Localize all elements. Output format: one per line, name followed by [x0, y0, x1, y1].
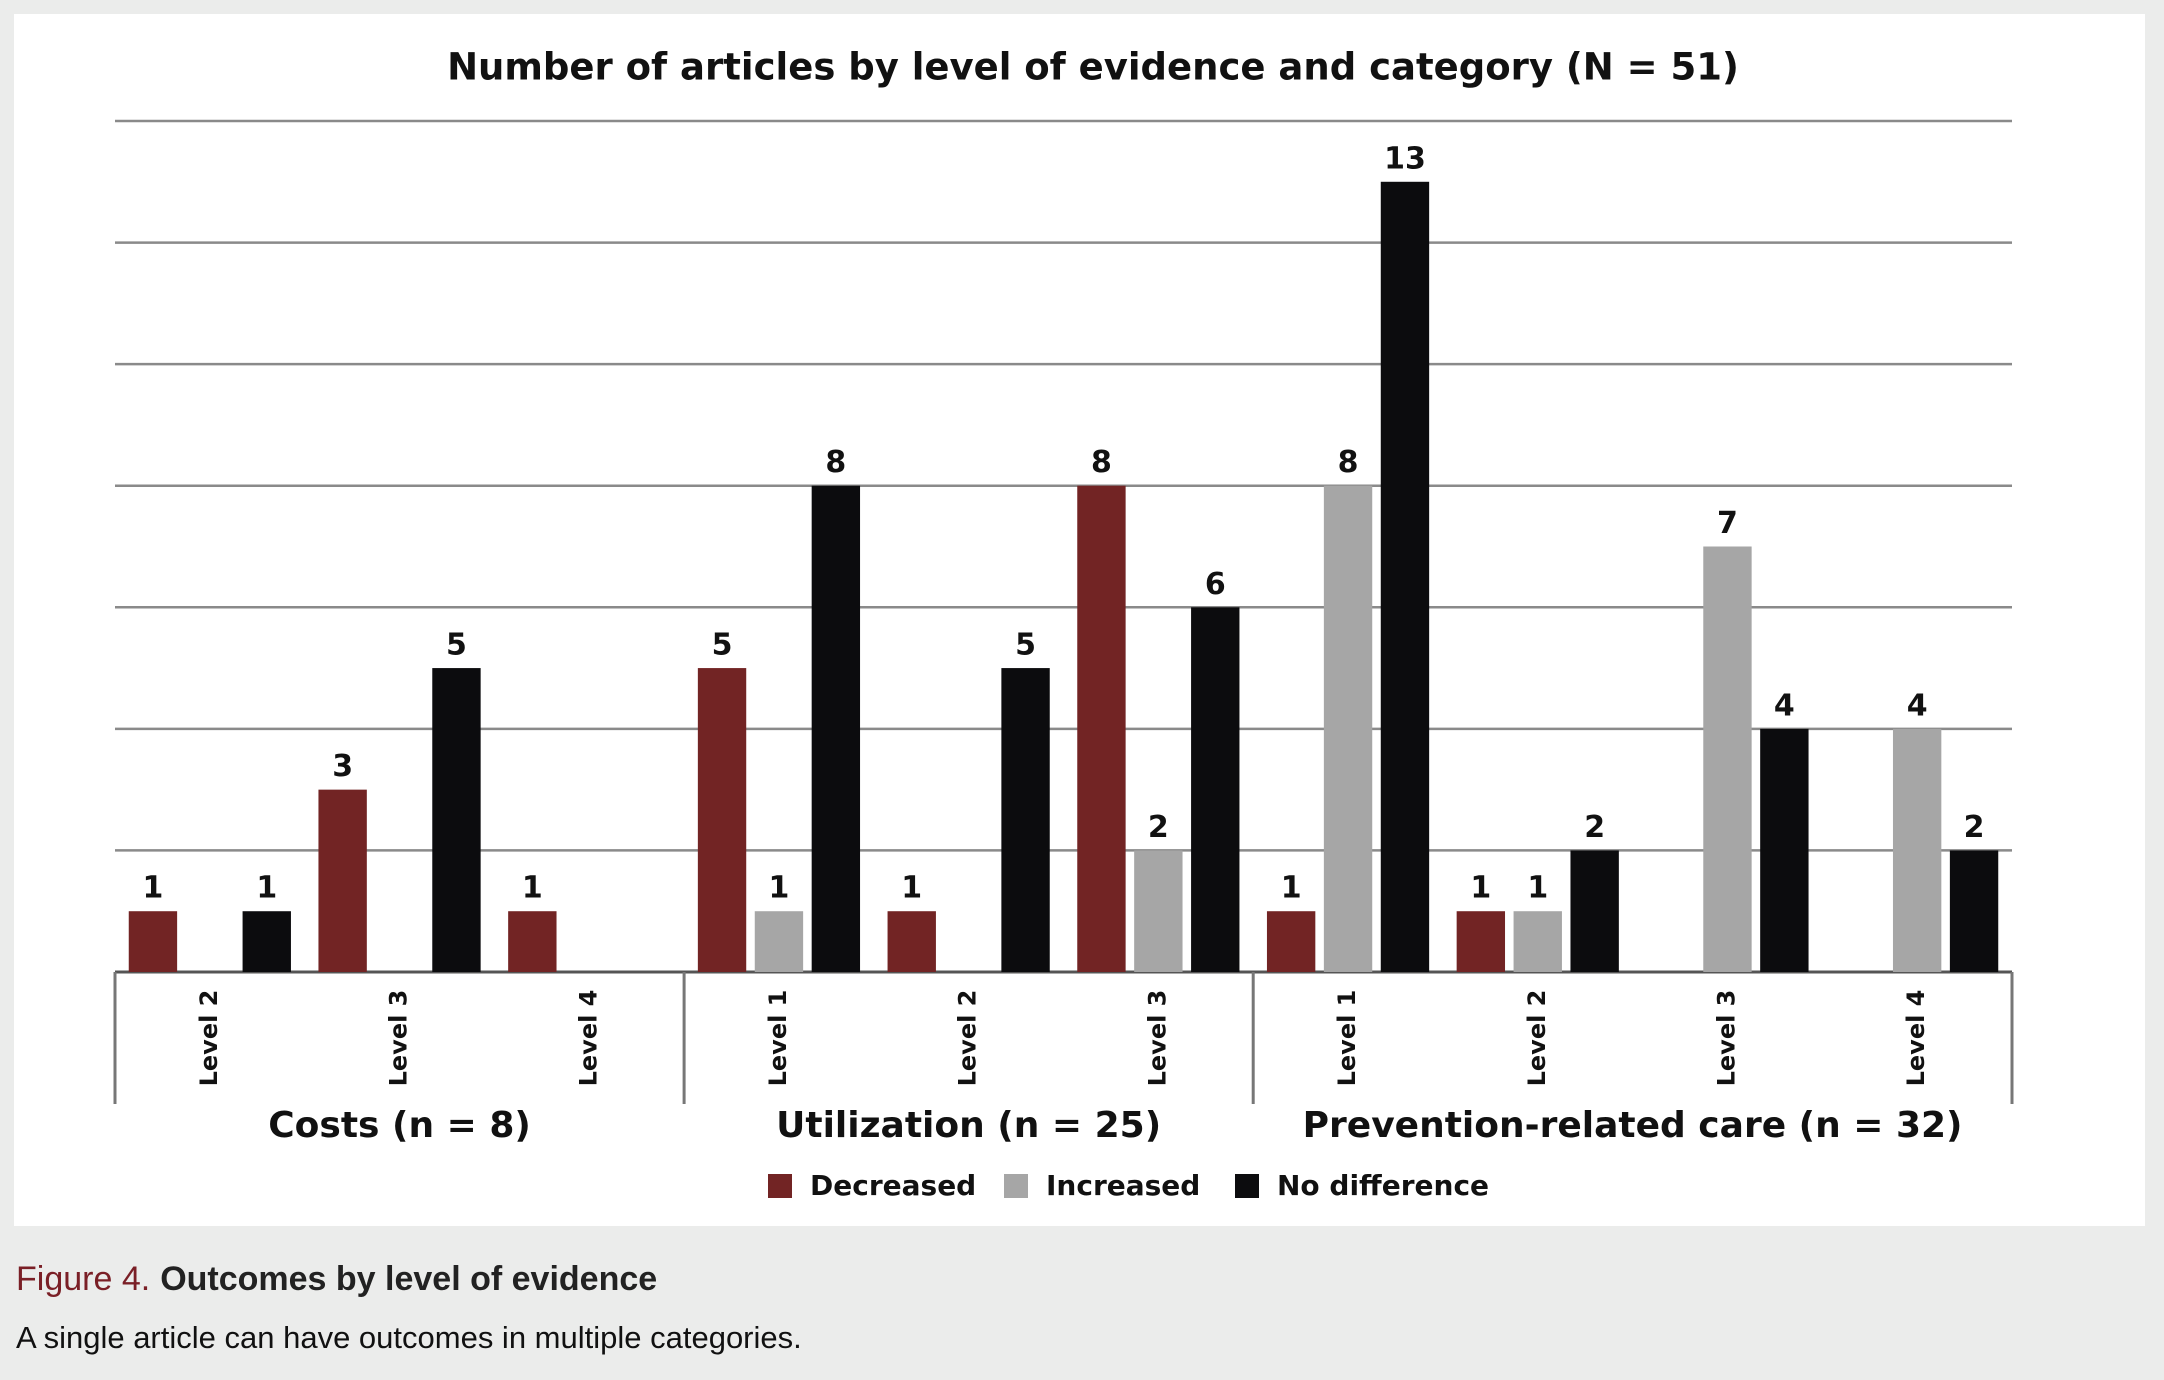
group-label: Costs (n = 8): [268, 1105, 531, 1146]
x-tick-label: Level 2: [195, 990, 223, 1087]
x-tick-label: Level 2: [954, 990, 982, 1087]
bar: [1760, 728, 1809, 972]
value-label: 6: [1205, 567, 1226, 602]
x-tick-label: Level 1: [1333, 990, 1361, 1087]
legend-swatch: [768, 1174, 792, 1198]
bar: [242, 911, 291, 972]
bar: [887, 911, 936, 972]
figure-caption: Figure 4. Outcomes by level of evidence: [16, 1260, 657, 1298]
value-label: 4: [1774, 688, 1795, 723]
bar: [811, 485, 861, 972]
chart-title: Number of articles by level of evidence …: [447, 46, 1739, 89]
x-tick-label: Level 3: [1712, 990, 1740, 1087]
bar: [432, 668, 481, 972]
bar: [1323, 485, 1373, 972]
bar: [508, 911, 557, 972]
legend-label: Decreased: [810, 1169, 976, 1202]
bar: [1134, 850, 1183, 972]
value-label: 13: [1384, 141, 1426, 176]
value-label: 8: [1338, 445, 1359, 480]
bar: [1703, 546, 1752, 972]
figure-note: A single article can have outcomes in mu…: [16, 1320, 802, 1355]
value-label: 7: [1717, 506, 1738, 541]
group-label: Utilization (n = 25): [776, 1105, 1161, 1146]
x-tick-label: Level 4: [1902, 990, 1930, 1087]
x-tick-label: Level 3: [1143, 990, 1171, 1087]
legend-label: No difference: [1277, 1169, 1489, 1202]
value-label: 8: [825, 445, 846, 480]
value-label: 1: [143, 871, 164, 906]
legend-swatch: [1235, 1174, 1259, 1198]
value-label: 2: [1148, 810, 1169, 845]
bar: [1380, 181, 1430, 973]
bar: [318, 789, 367, 972]
bar: [1077, 485, 1126, 972]
bar: [128, 911, 178, 972]
bar: [1191, 607, 1240, 972]
bar: [1892, 728, 1942, 972]
bar: [754, 911, 804, 972]
bar: [1001, 668, 1050, 972]
legend-swatch: [1004, 1174, 1028, 1198]
value-label: 1: [256, 871, 277, 906]
value-label: 1: [522, 871, 543, 906]
value-label: 2: [1964, 810, 1985, 845]
x-tick-label: Level 4: [574, 990, 602, 1087]
group-label: Prevention-related care (n = 32): [1303, 1105, 1963, 1146]
value-label: 5: [712, 628, 733, 663]
bar: [1570, 850, 1619, 972]
bar: [1513, 911, 1562, 972]
bar: [697, 668, 747, 972]
value-label: 1: [1281, 871, 1302, 906]
value-label: 1: [1527, 871, 1548, 906]
figure-label: Figure 4.: [16, 1260, 150, 1298]
value-label: 5: [446, 628, 467, 663]
value-label: 8: [1091, 445, 1112, 480]
value-label: 1: [769, 871, 790, 906]
bar: [1949, 850, 1999, 972]
bar: [1266, 911, 1316, 972]
value-label: 1: [1470, 871, 1491, 906]
bar: [1456, 911, 1506, 972]
value-label: 3: [332, 749, 353, 784]
x-tick-label: Level 2: [1523, 990, 1551, 1087]
figure-title: Outcomes by level of evidence: [160, 1260, 657, 1298]
x-tick-label: Level 3: [385, 990, 413, 1087]
value-label: 4: [1907, 688, 1928, 723]
legend-label: Increased: [1046, 1169, 1200, 1202]
x-tick-label: Level 1: [764, 990, 792, 1087]
value-label: 1: [901, 871, 922, 906]
value-label: 5: [1015, 628, 1036, 663]
value-label: 2: [1584, 810, 1605, 845]
